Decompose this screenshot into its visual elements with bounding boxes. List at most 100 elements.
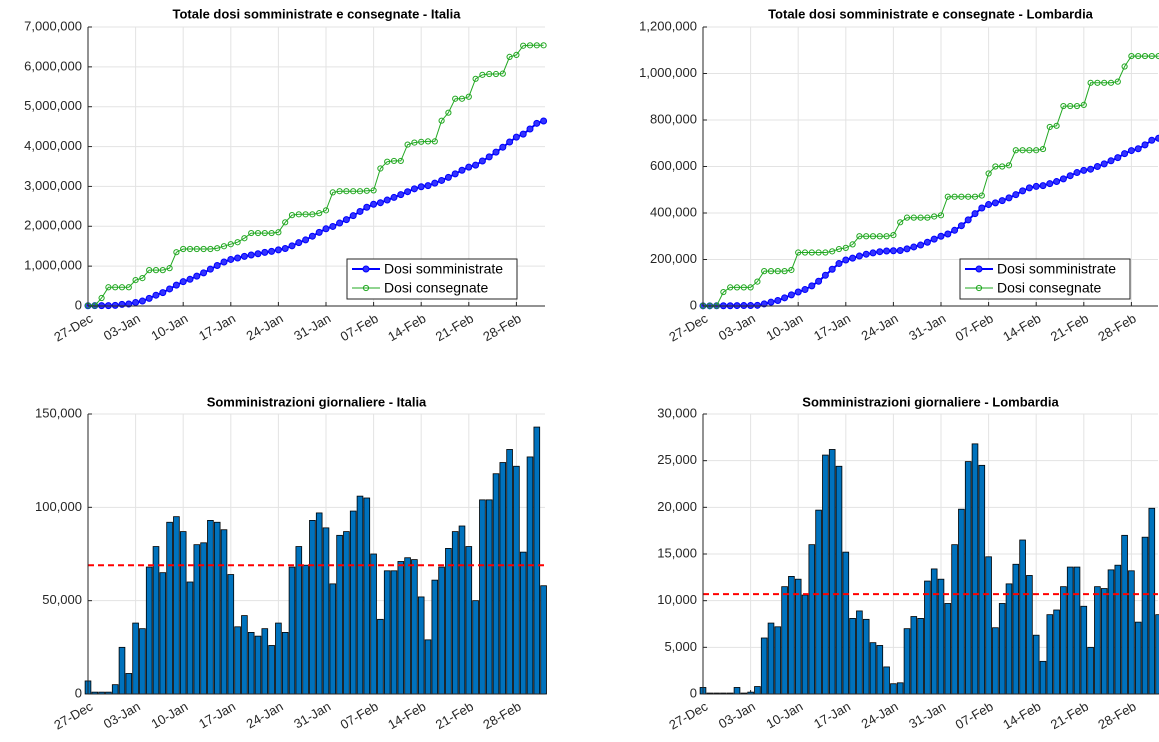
bar	[349, 510, 357, 695]
point	[1087, 79, 1094, 86]
x-tick-label: 03-Jan	[101, 311, 143, 344]
bar	[519, 551, 527, 695]
point	[268, 247, 276, 255]
point	[1107, 157, 1115, 165]
point	[125, 284, 132, 291]
bar	[883, 666, 890, 695]
point	[540, 42, 547, 49]
y-tick-label: 0	[690, 685, 697, 700]
x-tick-label: 27-Dec	[51, 698, 95, 732]
bar	[526, 456, 534, 695]
point	[506, 53, 513, 60]
point	[458, 166, 466, 174]
legend-label: Dosi consegnate	[997, 280, 1102, 296]
point	[1135, 52, 1142, 60]
point	[506, 138, 514, 146]
bar	[958, 508, 965, 695]
bar	[383, 570, 391, 695]
point	[363, 203, 371, 211]
legend: Dosi somministrate Dosi consegnate	[346, 258, 518, 300]
bar	[1107, 569, 1115, 695]
point	[753, 301, 761, 309]
bar	[876, 645, 884, 695]
bar	[431, 579, 439, 695]
bar	[540, 585, 547, 695]
point	[788, 266, 795, 274]
point	[513, 51, 520, 59]
point	[883, 233, 890, 240]
point	[937, 212, 945, 219]
bar	[1073, 566, 1081, 695]
bar	[924, 580, 931, 695]
bar	[322, 527, 330, 695]
legend-label: Dosi somministrate	[384, 261, 503, 277]
point	[275, 229, 282, 236]
bar	[295, 546, 303, 695]
bar	[377, 618, 384, 695]
point	[1039, 145, 1047, 153]
point	[1107, 79, 1115, 86]
bar	[978, 464, 986, 695]
x-tick-label: 28-Feb	[480, 311, 523, 345]
x-tick-label: 14-Feb	[1000, 699, 1043, 733]
point	[794, 288, 802, 296]
bar	[801, 594, 809, 695]
bar	[281, 632, 289, 695]
point	[281, 245, 289, 253]
x-tick-label: 17-Jan	[811, 311, 853, 344]
point	[801, 249, 809, 256]
y-tick-label: 800,000	[650, 111, 697, 126]
point	[404, 141, 411, 148]
point	[781, 268, 788, 275]
point	[903, 245, 911, 253]
point	[200, 245, 207, 253]
bar	[173, 516, 180, 695]
point	[186, 275, 194, 283]
bar	[111, 684, 119, 695]
point	[200, 269, 208, 277]
point	[213, 262, 221, 270]
bar	[1087, 646, 1094, 695]
point	[869, 233, 877, 240]
chart-title: Totale dosi somministrate e consegnate -…	[768, 6, 1094, 21]
point	[801, 286, 809, 294]
bar	[1100, 588, 1108, 695]
y-tick-label: 1,000,000	[24, 258, 82, 273]
point	[856, 233, 863, 240]
bar	[485, 499, 493, 695]
point	[978, 204, 986, 212]
x-tick-label: 10-Jan	[148, 699, 190, 732]
bar	[132, 622, 139, 695]
bar	[207, 520, 214, 695]
point	[1067, 102, 1074, 110]
point	[329, 222, 337, 230]
point	[125, 300, 133, 308]
point	[363, 187, 370, 194]
point	[1060, 102, 1067, 110]
bar	[411, 559, 418, 695]
point	[835, 260, 843, 268]
point	[815, 277, 823, 285]
point	[957, 222, 965, 230]
point	[227, 255, 235, 263]
legend-marker	[975, 284, 983, 292]
bar	[1128, 570, 1135, 695]
point	[227, 241, 234, 248]
y-tick-label: 100,000	[35, 499, 82, 514]
bar	[781, 586, 788, 695]
point	[302, 211, 309, 218]
point	[808, 249, 815, 256]
point	[438, 117, 445, 124]
point	[897, 219, 904, 226]
point	[1101, 79, 1108, 86]
x-tick-label: 07-Feb	[338, 311, 381, 345]
point	[917, 214, 924, 221]
point	[883, 247, 891, 255]
x-tick-label: 24-Jan	[244, 311, 286, 344]
point	[417, 183, 425, 191]
point	[472, 75, 479, 82]
point	[1046, 180, 1054, 188]
bar	[822, 454, 829, 695]
y-tick-label: 6,000,000	[24, 58, 82, 73]
point	[808, 282, 816, 290]
